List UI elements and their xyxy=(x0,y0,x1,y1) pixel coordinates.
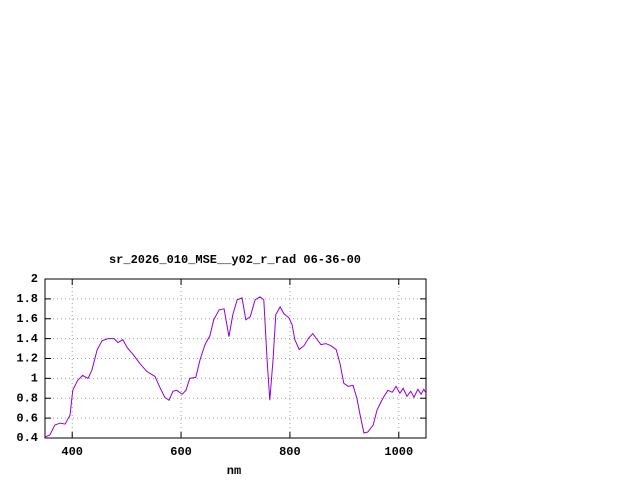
x-tick-label: 600 xyxy=(170,445,192,459)
y-tick-label: 0.8 xyxy=(16,391,38,405)
x-axis-label: nm xyxy=(227,464,241,478)
plot-frame xyxy=(44,278,427,439)
y-tick-label: 1.6 xyxy=(16,312,38,326)
y-tick-label: 2 xyxy=(31,272,38,286)
chart-title: sr_2026_010_MSE__y02_r_rad 06-36-00 xyxy=(109,253,361,267)
y-tick-label: 1 xyxy=(31,372,38,386)
x-tick-label: 1000 xyxy=(384,445,413,459)
y-tick-label: 0.4 xyxy=(16,431,38,445)
data-line xyxy=(44,296,427,438)
y-tick-label: 1.4 xyxy=(16,332,38,346)
y-tick-label: 1.2 xyxy=(16,352,38,366)
y-tick-label: 0.6 xyxy=(16,411,38,425)
x-tick-label: 800 xyxy=(279,445,301,459)
x-tick-label: 400 xyxy=(61,445,83,459)
y-tick-label: 1.8 xyxy=(16,292,38,306)
